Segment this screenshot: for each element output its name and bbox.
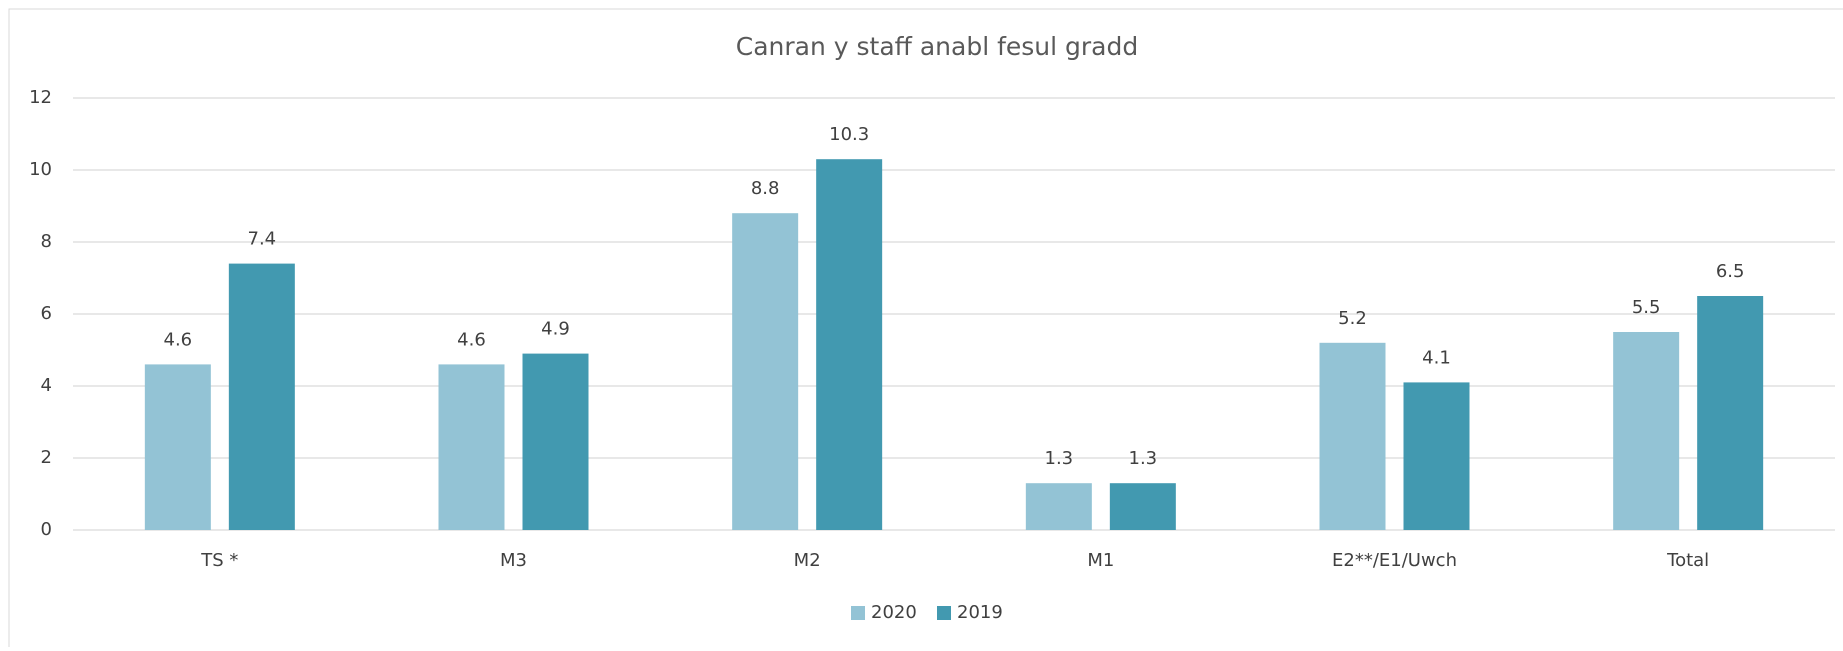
- bar: [1109, 483, 1176, 530]
- data-label: 1.3: [1129, 448, 1158, 469]
- bar: [732, 213, 799, 530]
- y-tick-label: 10: [29, 159, 52, 180]
- x-tick-label: M2: [794, 550, 821, 571]
- bar: [438, 364, 505, 530]
- y-tick-label: 4: [41, 375, 52, 396]
- data-label: 4.9: [541, 319, 570, 340]
- data-label: 4.6: [164, 329, 193, 350]
- data-label: 4.6: [457, 329, 486, 350]
- bar: [1613, 332, 1680, 530]
- bar: [228, 263, 295, 530]
- chart-border: [8, 8, 1843, 651]
- data-label: 1.3: [1045, 448, 1074, 469]
- bar: [1025, 483, 1092, 530]
- data-label: 10.3: [829, 124, 869, 145]
- data-label: 4.1: [1422, 347, 1451, 368]
- bar: [144, 364, 211, 530]
- y-tick-label: 8: [41, 231, 52, 252]
- bar: [816, 159, 883, 530]
- y-tick-label: 2: [41, 447, 52, 468]
- y-tick-label: 12: [29, 87, 52, 108]
- data-label: 6.5: [1716, 261, 1745, 282]
- bar: [1403, 382, 1470, 530]
- bar: [1319, 342, 1386, 530]
- bar: [1697, 296, 1764, 530]
- chart-title: Canran y staff anabl fesul gradd: [736, 32, 1138, 61]
- data-label: 7.4: [248, 229, 277, 250]
- y-tick-label: 0: [41, 519, 52, 540]
- bar: [522, 353, 589, 530]
- data-label: 5.5: [1632, 297, 1661, 318]
- data-label: 5.2: [1338, 308, 1367, 329]
- x-tick-label: E2**/E1/Uwch: [1332, 550, 1457, 571]
- legend-label: 2019: [957, 602, 1003, 623]
- legend-swatch: [937, 606, 951, 620]
- legend-label: 2020: [871, 602, 917, 623]
- x-tick-label: M1: [1087, 550, 1114, 571]
- data-label: 8.8: [751, 178, 780, 199]
- y-tick-label: 6: [41, 303, 52, 324]
- x-tick-label: TS *: [200, 550, 238, 571]
- legend-swatch: [851, 606, 865, 620]
- x-tick-label: M3: [500, 550, 527, 571]
- x-tick-label: Total: [1666, 550, 1709, 571]
